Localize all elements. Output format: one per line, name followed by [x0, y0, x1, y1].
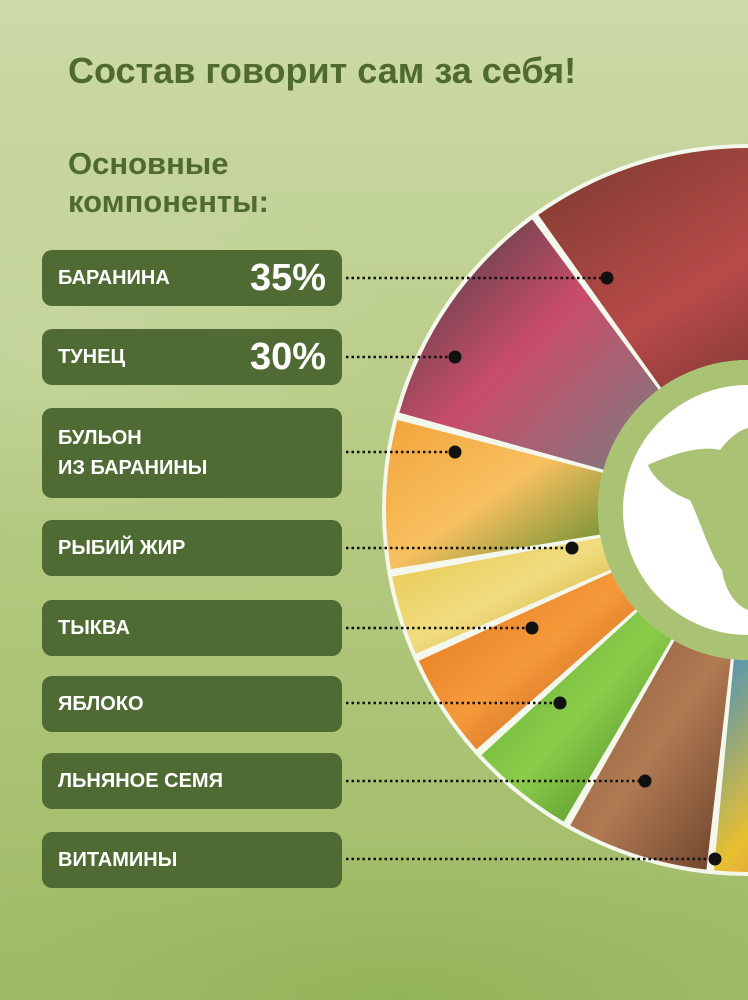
- component-fish-oil: РЫБИЙ ЖИР: [42, 520, 342, 576]
- component-flax-seed: ЛЬНЯНОЕ СЕМЯ: [42, 753, 342, 809]
- component-lamb: БАРАНИНА 35%: [42, 250, 342, 306]
- component-apple: ЯБЛОКО: [42, 676, 342, 732]
- leader-dot-vitamins: [708, 852, 722, 866]
- percent-lamb: 35%: [249, 256, 326, 299]
- subtitle: Основные компоненты:: [68, 146, 269, 219]
- segment-lamb-meat: [538, 148, 748, 388]
- leader-dot-lamb-meat: [600, 271, 614, 285]
- leader-dot-tuna: [448, 350, 462, 364]
- leader-dot-fish-oil: [565, 541, 579, 555]
- segment-tuna: [399, 219, 659, 470]
- segment-flax-seed: [570, 640, 731, 870]
- leader-dot-pumpkin: [525, 621, 539, 635]
- percent-tuna: 30%: [249, 335, 326, 378]
- sheep-head-icon: [648, 428, 748, 610]
- component-broth: БУЛЬОН ИЗ БАРАНИНЫ: [42, 408, 342, 498]
- leader-dot-flax-seed: [638, 774, 652, 788]
- segment-vitamins: [713, 659, 748, 872]
- page-title: Состав говорит сам за себя!: [68, 50, 577, 91]
- component-tuna: ТУНЕЦ 30%: [42, 329, 342, 385]
- segment-fish-oil: [392, 537, 611, 654]
- leader-dot-broth: [448, 445, 462, 459]
- segment-broth: [386, 419, 603, 570]
- component-vitamins: ВИТАМИНЫ: [42, 832, 342, 888]
- component-pumpkin: ТЫКВА: [42, 600, 342, 656]
- center-circle: [623, 385, 748, 635]
- segment-pumpkin: [418, 572, 636, 750]
- leader-dot-apple: [553, 696, 567, 710]
- segment-apple: [481, 611, 672, 822]
